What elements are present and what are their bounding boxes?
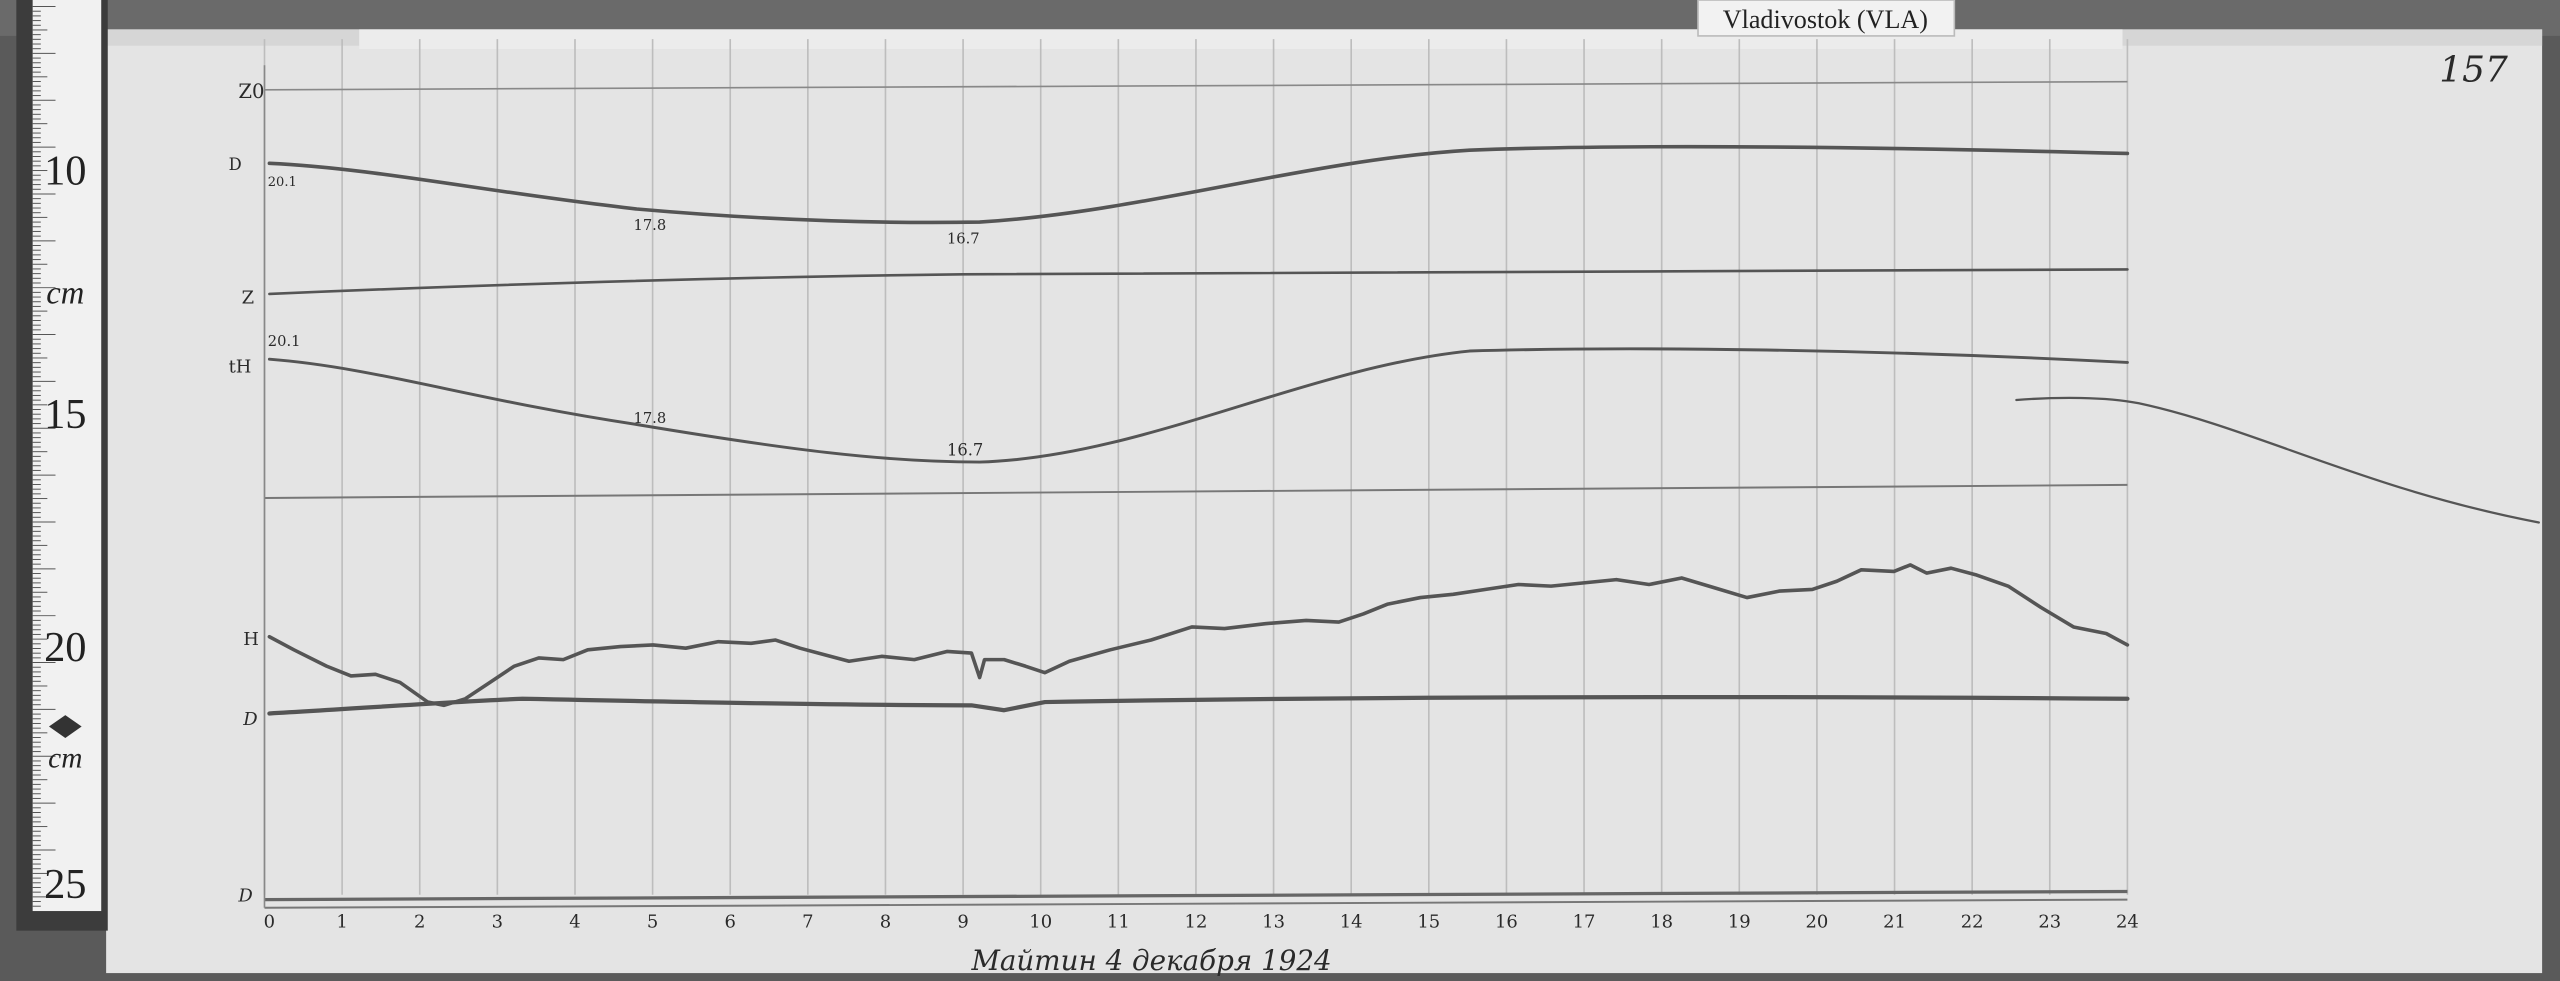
ruler-label-20: 20 (44, 624, 86, 671)
overlay-strip (359, 29, 2123, 49)
ruler-label-15: 15 (44, 391, 86, 438)
ruler-label-cm: cm (46, 276, 84, 312)
hour-label: 17 (1573, 911, 1596, 932)
hour-label: 5 (647, 911, 658, 932)
hour-label: 24 (2116, 911, 2139, 932)
annotation-top-start: 20.1 (268, 175, 297, 190)
sheet-number: 157 (2439, 50, 2508, 91)
hour-label: 14 (1340, 911, 1363, 932)
trace-label-h: H (243, 629, 259, 650)
ruler (32, 0, 102, 912)
hour-label: 1 (336, 911, 347, 932)
th-trace (267, 347, 2129, 464)
h-trace (267, 563, 2130, 708)
hour-label: 7 (802, 911, 813, 932)
hour-label: 22 (1961, 911, 1984, 932)
hour-label: 21 (1883, 911, 1906, 932)
declination-trace (267, 144, 2130, 225)
diamond-icon (48, 715, 82, 738)
trace-label-z: Z (242, 288, 254, 309)
hour-label: 3 (492, 911, 503, 932)
annotation-th-min: 16.7 (947, 441, 983, 460)
hour-label: 8 (880, 911, 891, 932)
trace-label-d-bottom: D (237, 885, 252, 906)
hour-label: 18 (1650, 911, 1673, 932)
paper-sheet (106, 29, 2543, 974)
hour-label: 0 (264, 911, 275, 932)
ruler-label-cm-2: cm (48, 742, 82, 774)
h-baseline (264, 483, 2128, 499)
hour-label: 9 (957, 911, 968, 932)
hour-label: 12 (1185, 911, 1208, 932)
hour-label: 10 (1029, 911, 1052, 932)
hour-label: 13 (1262, 911, 1285, 932)
hour-label: 19 (1728, 911, 1751, 932)
z0-baseline (264, 80, 2128, 91)
trace-label-d-top: D (229, 155, 242, 174)
hour-label: 6 (725, 911, 736, 932)
hour-label: 2 (414, 911, 425, 932)
station-label-box (1697, 0, 1956, 37)
offset-trace (2015, 396, 2540, 524)
annotation-th-start: 20.1 (268, 333, 301, 350)
ruler-label-10: 10 (44, 147, 86, 194)
annotation-top-mid: 17.8 (633, 217, 666, 234)
hour-label: 23 (2038, 911, 2061, 932)
handwritten-date: Майтин 4 декабря 1924 (970, 944, 1331, 977)
station-label: Vladivostok (VLA) (1723, 5, 1928, 34)
annotation-th-mid: 17.8 (633, 410, 666, 427)
hour-label: 4 (569, 911, 580, 932)
time-baseline-2 (264, 898, 2128, 909)
d-trace (267, 694, 2130, 716)
trace-label-d: D (242, 709, 257, 730)
annotation-top-min: 16.7 (947, 230, 980, 247)
trace-label-th: tH (229, 356, 252, 377)
z-trace (268, 268, 2129, 296)
hour-label: 11 (1107, 911, 1130, 932)
time-baseline-1 (264, 889, 2128, 902)
hour-labels: 0 1 2 3 4 5 6 7 8 9 10 11 12 13 14 15 16 17 18 19 20 21 22 23 24 (264, 911, 2139, 932)
hour-label: 15 (1417, 911, 1440, 932)
ruler-label-25: 25 (44, 861, 86, 908)
hour-label: 20 (1806, 911, 1829, 932)
ruler-ticks (32, 6, 56, 907)
hour-label: 16 (1495, 911, 1518, 932)
trace-label-z0: Z0 (238, 80, 264, 103)
